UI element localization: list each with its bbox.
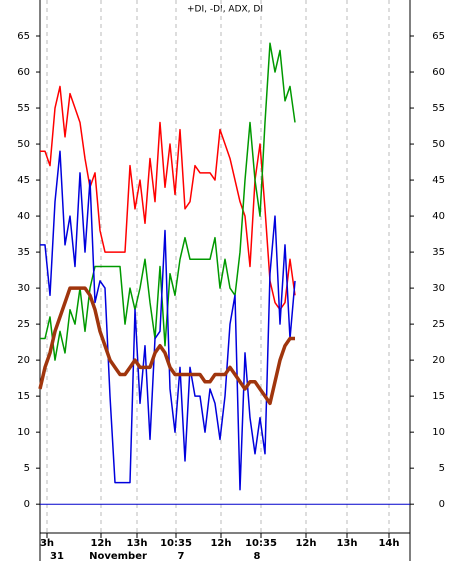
y-tick-label-right: 40 [432,211,445,222]
y-tick-label: 30 [17,283,30,294]
y-tick-label-right: 35 [432,247,445,258]
y-tick-label-right: 15 [432,391,445,402]
y-tick-label-right: 60 [432,67,445,78]
x-tick-label: 13h [336,538,357,549]
x-tick-label: 10:35 [160,538,192,549]
y-tick-label: 10 [17,427,30,438]
series-line [40,85,296,311]
y-tick-label: 40 [17,211,30,222]
x-tick-label: 12h [295,538,316,549]
y-tick-label: 45 [17,175,30,186]
y-tick-label: 50 [17,139,30,150]
y-tick-label: 15 [17,391,30,402]
date-label: 31 [50,551,64,561]
x-tick-label: 12h [210,538,231,549]
date-label: November [89,551,147,561]
y-tick-label: 65 [17,31,30,42]
y-tick-label: 55 [17,103,30,114]
y-tick-label: 35 [17,247,30,258]
chart-title: +DI, -DI, ADX, DI [187,5,263,15]
y-tick-label: 25 [17,319,30,330]
y-tick-label-right: 5 [439,463,445,474]
series-line [40,150,296,491]
y-tick-label-right: 45 [432,175,445,186]
x-tick-label: 13h [126,538,147,549]
y-tick-label-right: 50 [432,139,445,150]
y-tick-label-right: 0 [439,499,445,510]
y-tick-label-right: 10 [432,427,445,438]
y-tick-label-right: 20 [432,355,445,366]
y-tick-label: 0 [24,499,30,510]
y-tick-label: 5 [24,463,30,474]
y-tick-label-right: 65 [432,31,445,42]
date-label: 8 [254,551,261,561]
date-label: 7 [178,551,185,561]
x-tick-label: 12h [90,538,111,549]
y-tick-label: 20 [17,355,30,366]
x-tick-label: 3h [40,538,54,549]
y-tick-label: 60 [17,67,30,78]
x-tick-label: 14h [378,538,399,549]
series-line [38,286,295,406]
x-tick-label: 10:35 [245,538,277,549]
y-tick-label-right: 55 [432,103,445,114]
y-tick-label-right: 25 [432,319,445,330]
y-tick-label-right: 30 [432,283,445,294]
